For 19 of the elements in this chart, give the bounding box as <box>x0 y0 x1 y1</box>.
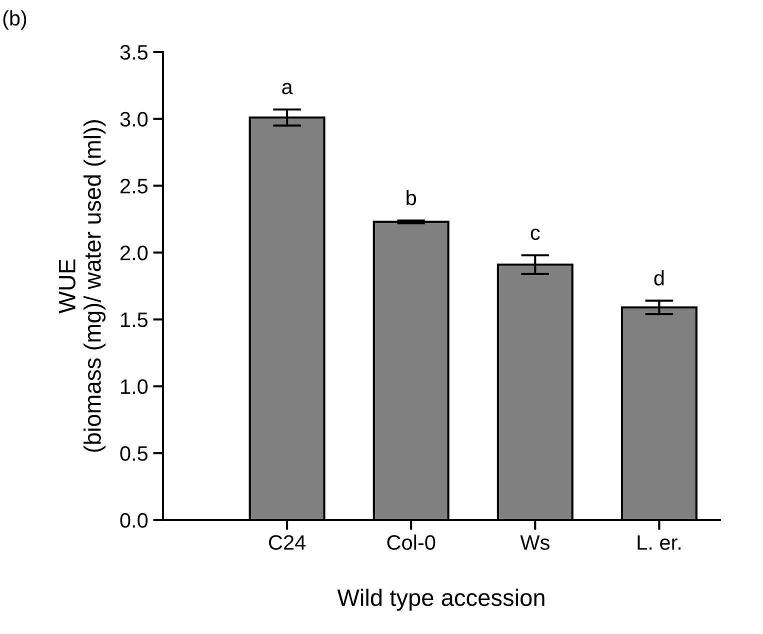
annotation: b <box>406 190 416 206</box>
annotation: c <box>530 228 540 240</box>
y-tick-label: 1.0 <box>121 379 148 394</box>
x-tick-label: L. er. <box>638 535 680 550</box>
y-tick-label: 2.5 <box>120 178 148 194</box>
y-tick-label: 1.5 <box>121 312 148 328</box>
y-tick-label: 0.5 <box>120 446 148 461</box>
y-tick-label: 3.5 <box>120 45 148 60</box>
text: (b) <box>3 10 26 30</box>
annotation: d <box>654 270 664 286</box>
x-axis-title: Wild type accession <box>337 588 544 611</box>
y-axis-title: WUE (biomass (mg)/ water used (ml)) <box>58 120 106 452</box>
x-tick-label: Col-0 <box>387 534 436 550</box>
x-tick-label: C24 <box>269 535 306 550</box>
annotation: a <box>282 82 293 94</box>
y-tick-label: 3.0 <box>120 112 148 127</box>
y-tick-label: 2.0 <box>120 246 148 260</box>
x-tick-label: Ws <box>520 535 550 550</box>
y-tick-label: 0.0 <box>120 513 148 528</box>
